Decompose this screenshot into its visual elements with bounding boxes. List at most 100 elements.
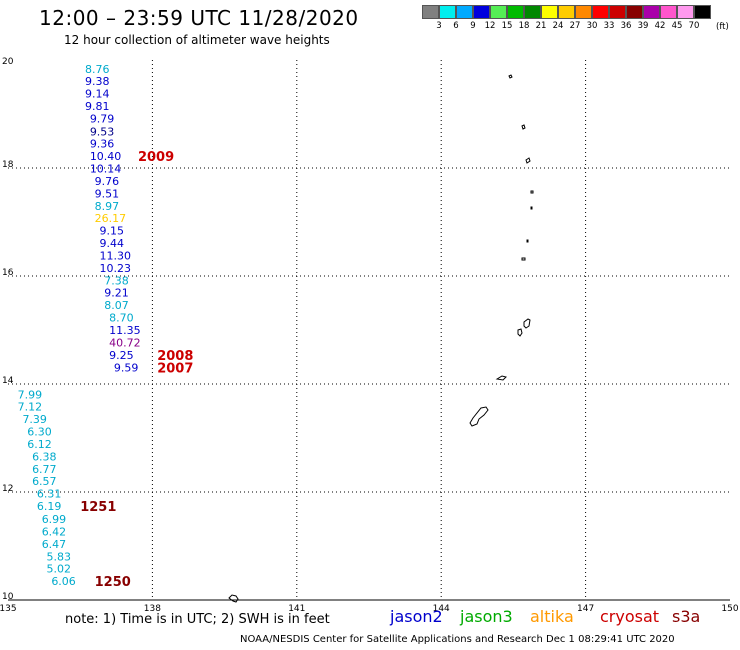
satellite-name: s3a bbox=[672, 607, 701, 626]
wave-height-value: 9.81 bbox=[85, 100, 110, 113]
wave-height-value: 40.72 bbox=[109, 336, 141, 349]
latitude-tick-label: 10 bbox=[2, 592, 14, 602]
satellite-name: cryosat bbox=[600, 607, 660, 626]
wave-height-value: 5.83 bbox=[47, 550, 72, 563]
legend-label: 18 bbox=[518, 21, 530, 31]
legend-swatch bbox=[575, 5, 592, 19]
legend-swatch bbox=[660, 5, 677, 19]
wave-height-value: 8.07 bbox=[104, 299, 128, 312]
legend-label: 36 bbox=[620, 21, 632, 31]
wave-height-value: 6.42 bbox=[42, 525, 66, 538]
wave-height-value: 26.17 bbox=[95, 212, 127, 225]
wave-height-value: 9.76 bbox=[95, 175, 120, 188]
legend-label: 45 bbox=[671, 21, 683, 31]
legend-label: 21 bbox=[535, 21, 547, 31]
pass-time-label: 2008 bbox=[157, 349, 193, 364]
wave-height-value: 10.40 bbox=[90, 150, 122, 163]
footer-credit: NOAA/NESDIS Center for Satellite Applica… bbox=[240, 634, 675, 645]
color-legend: 3 6 9 12 15 18 21 24 27 30 33 36 39 42 45 70 bbox=[422, 5, 711, 31]
latitude-tick-label: 20 bbox=[2, 57, 14, 67]
legend-label: 39 bbox=[637, 21, 649, 31]
wave-height-value: 8.70 bbox=[109, 312, 134, 325]
island-ngulu bbox=[228, 594, 239, 603]
legend-swatch bbox=[439, 5, 456, 19]
wave-height-value: 7.12 bbox=[18, 401, 43, 414]
wave-height-value: 10.14 bbox=[90, 163, 122, 176]
wave-height-value: 11.30 bbox=[99, 249, 131, 262]
wave-height-value: 9.51 bbox=[95, 187, 120, 200]
wave-height-value: 10.23 bbox=[99, 262, 131, 275]
legend-label: 27 bbox=[569, 21, 581, 31]
footer-note: note: 1) Time is in UTC; 2) SWH is in fe… bbox=[65, 612, 330, 627]
longitude-tick-label: 147 bbox=[577, 604, 594, 614]
legend-swatch bbox=[592, 5, 609, 19]
wave-height-value: 9.25 bbox=[109, 349, 134, 362]
wave-height-value: 7.39 bbox=[22, 413, 47, 426]
wave-height-value: 6.99 bbox=[42, 513, 66, 526]
island-asuncion bbox=[525, 157, 531, 164]
map-subtitle: 12 hour collection of altimeter wave hei… bbox=[64, 33, 330, 47]
legend-label: 15 bbox=[501, 21, 513, 31]
wave-height-value: 6.47 bbox=[42, 538, 66, 551]
legend-swatches bbox=[422, 5, 711, 19]
longitude-tick-label: 141 bbox=[288, 604, 305, 614]
legend-swatch bbox=[524, 5, 541, 19]
wave-height-value: 9.44 bbox=[99, 237, 124, 250]
legend-swatch bbox=[541, 5, 558, 19]
legend-label: 12 bbox=[484, 21, 496, 31]
island-saipan-tinian bbox=[517, 318, 531, 337]
latitude-tick-label: 18 bbox=[2, 160, 14, 170]
wave-height-value: 6.77 bbox=[32, 463, 57, 476]
legend-swatch bbox=[677, 5, 694, 19]
wave-height-value: 9.79 bbox=[90, 112, 115, 125]
wave-height-value: 7.99 bbox=[18, 388, 43, 401]
longitude-tick-label: 138 bbox=[144, 604, 161, 614]
legend-swatch bbox=[473, 5, 490, 19]
satellite-name: jason2 bbox=[390, 607, 443, 626]
legend-swatch bbox=[456, 5, 473, 19]
wave-height-value: 9.21 bbox=[104, 287, 128, 300]
legend-swatch bbox=[490, 5, 507, 19]
legend-label: 42 bbox=[654, 21, 666, 31]
map-title: 12:00 – 23:59 UTC 11/28/2020 bbox=[39, 6, 359, 30]
legend-swatch bbox=[558, 5, 575, 19]
island-pagan bbox=[530, 206, 533, 210]
longitude-tick-label: 150 bbox=[721, 604, 738, 614]
legend-swatch bbox=[626, 5, 643, 19]
pass-time-label: 2007 bbox=[157, 361, 193, 376]
island-alamagan bbox=[526, 239, 529, 243]
wave-height-value: 6.06 bbox=[51, 575, 76, 588]
wave-height-value: 11.35 bbox=[109, 324, 141, 337]
island-guam bbox=[469, 406, 489, 427]
wave-height-value: 9.53 bbox=[90, 125, 115, 138]
legend-label: 3 bbox=[436, 21, 442, 31]
latitude-tick-label: 12 bbox=[2, 484, 13, 494]
legend-swatch bbox=[609, 5, 626, 19]
wave-height-value: 8.76 bbox=[85, 63, 110, 76]
wave-height-value: 8.97 bbox=[95, 200, 120, 213]
wave-height-value: 9.59 bbox=[114, 361, 139, 374]
island-maug bbox=[521, 124, 526, 130]
wave-height-value: 9.15 bbox=[99, 225, 124, 238]
longitude-tick-label: 144 bbox=[433, 604, 450, 614]
wave-height-value: 5.02 bbox=[47, 563, 72, 576]
coastline bbox=[228, 74, 534, 603]
satellite-name: altika bbox=[530, 607, 574, 626]
legend-label: 24 bbox=[552, 21, 564, 31]
legend-swatch bbox=[507, 5, 524, 19]
wave-height-value: 6.30 bbox=[27, 426, 52, 439]
wave-height-value: 9.36 bbox=[90, 138, 115, 151]
island-anatahan bbox=[521, 257, 526, 261]
pass-time-label: 2009 bbox=[138, 150, 174, 165]
wave-height-value: 9.38 bbox=[85, 75, 110, 88]
observation-labels: 8.769.389.149.819.799.539.3610.4010.149.… bbox=[18, 63, 141, 588]
wave-height-value: 6.12 bbox=[27, 438, 52, 451]
legend-label: 70 bbox=[688, 21, 700, 31]
wave-height-value: 6.31 bbox=[37, 488, 62, 501]
legend-labels: 3 6 9 12 15 18 21 24 27 30 33 36 39 42 45 70 bbox=[422, 19, 711, 31]
axis-ticks: 135 138 141 144 147 150 20 18 16 14 12 10 bbox=[0, 57, 739, 614]
wave-height-value: 6.57 bbox=[32, 475, 57, 488]
longitude-tick-label: 135 bbox=[0, 604, 17, 614]
